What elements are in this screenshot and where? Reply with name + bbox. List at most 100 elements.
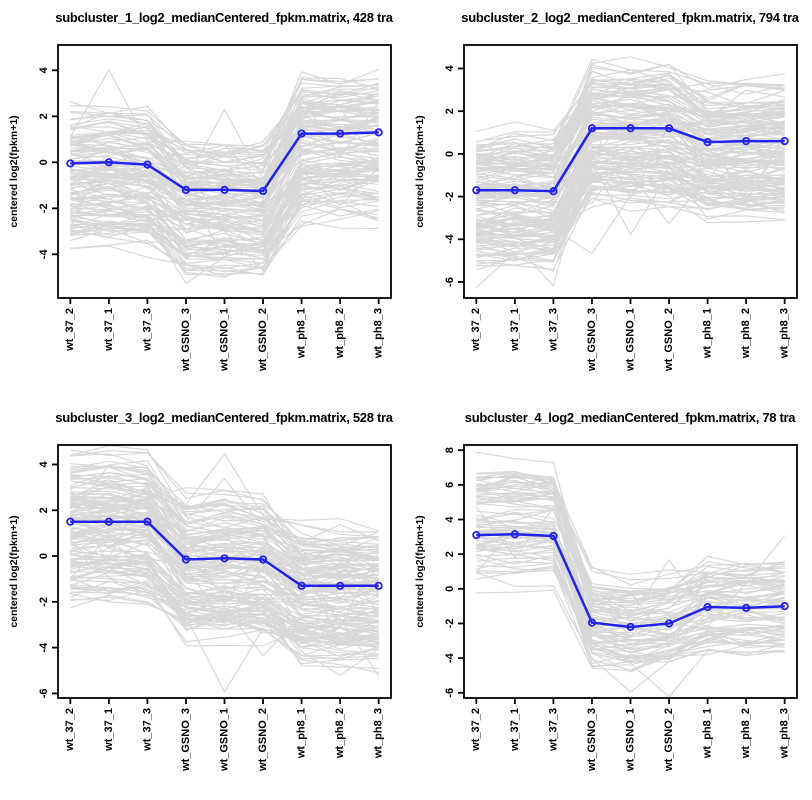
subcluster-2-title: subcluster_2_log2_medianCentered_fpkm.ma… (461, 10, 799, 25)
subcluster_1-y-axis-label: centered log2(fpkm+1) (8, 115, 20, 227)
subcluster-1-title-clip: subcluster_1_log2_medianCentered_fpkm.ma… (0, 10, 420, 32)
svg-text:wt_ph8_1: wt_ph8_1 (295, 308, 307, 359)
svg-text:2: 2 (38, 113, 50, 119)
svg-text:2: 2 (444, 551, 456, 557)
subcluster_3-y-axis: 4 2 0 -2 -4 -6 (38, 461, 58, 699)
svg-text:4: 4 (38, 461, 50, 468)
svg-text:wt_37_1: wt_37_1 (509, 308, 521, 352)
svg-text:wt_ph8_1: wt_ph8_1 (295, 708, 307, 759)
svg-text:wt_ph8_3: wt_ph8_3 (779, 708, 791, 759)
svg-text:wt_ph8_1: wt_ph8_1 (701, 308, 713, 359)
svg-text:wt_37_2: wt_37_2 (64, 708, 76, 752)
subcluster_3-x-axis-labels: wt_37_2 wt_37_1 wt_37_3 wt_GSNO_3 wt_GSNO_1 w… (64, 698, 385, 772)
subcluster_4-gray-profile-lines (475, 451, 786, 698)
svg-text:0: 0 (444, 586, 456, 592)
svg-text:wt_37_2: wt_37_2 (64, 308, 76, 352)
svg-text:4: 4 (444, 516, 456, 523)
svg-text:wt_ph8_1: wt_ph8_1 (701, 708, 713, 759)
subcluster_3-mean-markers (66, 517, 383, 590)
subcluster_4-mean-markers (472, 530, 789, 632)
svg-text:wt_37_3: wt_37_3 (547, 708, 559, 752)
svg-text:wt_GSNO_2: wt_GSNO_2 (257, 708, 269, 772)
subcluster_2-mean-line (476, 127, 785, 193)
subcluster_1-gray-profile-lines (69, 68, 380, 285)
subcluster_1-mean-markers (66, 128, 383, 196)
subcluster-1-title: subcluster_1_log2_medianCentered_fpkm.ma… (55, 10, 393, 25)
svg-text:wt_ph8_2: wt_ph8_2 (740, 308, 752, 359)
subcluster_2-x-axis-labels: wt_37_2 wt_37_1 wt_37_3 wt_GSNO_3 wt_GSNO_1 w… (470, 298, 791, 372)
svg-text:-2: -2 (38, 597, 50, 607)
subcluster_4-y-axis-label: centered log2(fpkm+1) (414, 515, 426, 627)
svg-text:2: 2 (444, 108, 456, 114)
svg-text:wt_ph8_2: wt_ph8_2 (334, 708, 346, 759)
svg-text:0: 0 (38, 159, 50, 165)
subcluster-4-title: subcluster_4_log2_medianCentered_fpkm.ma… (464, 410, 796, 425)
svg-text:wt_37_2: wt_37_2 (470, 308, 482, 352)
svg-text:-2: -2 (444, 192, 456, 202)
svg-text:4: 4 (38, 66, 50, 73)
subcluster_4-y-axis: 8 6 4 2 0 -2 -4 -6 (444, 447, 464, 698)
svg-text:-4: -4 (444, 234, 456, 245)
subcluster-3-title: subcluster_3_log2_medianCentered_fpkm.ma… (55, 410, 393, 425)
svg-text:6: 6 (444, 482, 456, 488)
subcluster_2-y-axis: 4 2 0 -2 -4 -6 (444, 65, 464, 287)
subcluster-3-title-clip: subcluster_3_log2_medianCentered_fpkm.ma… (0, 410, 420, 432)
subcluster_4-x-axis-labels: wt_37_2 wt_37_1 wt_37_3 wt_GSNO_3 wt_GSNO_1 w… (470, 698, 791, 772)
svg-text:wt_37_1: wt_37_1 (509, 708, 521, 752)
svg-text:wt_ph8_2: wt_ph8_2 (740, 708, 752, 759)
svg-text:wt_GSNO_2: wt_GSNO_2 (257, 308, 269, 372)
svg-text:wt_GSNO_2: wt_GSNO_2 (663, 308, 675, 372)
svg-text:wt_GSNO_3: wt_GSNO_3 (180, 308, 192, 372)
subcluster-3-panel: subcluster_3_log2_medianCentered_fpkm.ma… (0, 400, 406, 800)
subcluster_2-mean-markers (472, 124, 789, 196)
subcluster_3-gray-profile-lines (69, 445, 380, 694)
subcluster_1-x-axis-labels: wt_37_2 wt_37_1 wt_37_3 wt_GSNO_3 wt_GSNO_1 w… (64, 298, 385, 372)
svg-text:wt_GSNO_3: wt_GSNO_3 (586, 708, 598, 772)
subcluster-2-panel: subcluster_2_log2_medianCentered_fpkm.ma… (406, 0, 812, 400)
svg-text:wt_ph8_2: wt_ph8_2 (334, 308, 346, 359)
subcluster_3-mean-line (70, 520, 379, 588)
subcluster_1-mean-line (70, 131, 379, 193)
svg-text:-4: -4 (444, 652, 456, 663)
svg-text:wt_GSNO_3: wt_GSNO_3 (586, 308, 598, 372)
svg-text:-6: -6 (444, 277, 456, 287)
svg-text:wt_37_3: wt_37_3 (141, 708, 153, 752)
svg-text:wt_GSNO_2: wt_GSNO_2 (663, 708, 675, 772)
subcluster_2-gray-profile-lines (475, 56, 786, 288)
svg-text:wt_37_1: wt_37_1 (103, 308, 115, 352)
subcluster-2-title-clip: subcluster_2_log2_medianCentered_fpkm.ma… (406, 10, 812, 32)
svg-text:-4: -4 (38, 642, 50, 653)
svg-text:wt_ph8_3: wt_ph8_3 (779, 308, 791, 359)
svg-text:wt_GSNO_1: wt_GSNO_1 (218, 308, 230, 372)
svg-text:-2: -2 (444, 619, 456, 629)
svg-text:wt_37_2: wt_37_2 (470, 708, 482, 752)
svg-text:-4: -4 (38, 249, 50, 260)
svg-text:0: 0 (444, 151, 456, 157)
svg-text:wt_GSNO_1: wt_GSNO_1 (624, 708, 636, 772)
subcluster_4-mean-line (476, 532, 785, 629)
svg-text:wt_GSNO_1: wt_GSNO_1 (624, 308, 636, 372)
svg-text:-6: -6 (444, 688, 456, 698)
svg-text:wt_37_3: wt_37_3 (141, 308, 153, 352)
subcluster-4-panel: subcluster_4_log2_medianCentered_fpkm.ma… (406, 400, 812, 800)
subcluster-4-title-clip: subcluster_4_log2_medianCentered_fpkm.ma… (406, 410, 812, 432)
svg-text:0: 0 (38, 553, 50, 559)
svg-text:wt_ph8_3: wt_ph8_3 (373, 708, 385, 759)
subcluster_1-y-axis: 4 2 0 -2 -4 (38, 66, 58, 259)
svg-text:8: 8 (444, 447, 456, 453)
subcluster-1-panel: subcluster_1_log2_medianCentered_fpkm.ma… (0, 0, 406, 400)
subcluster_3-y-axis-label: centered log2(fpkm+1) (8, 515, 20, 627)
svg-text:wt_GSNO_3: wt_GSNO_3 (180, 708, 192, 772)
svg-text:2: 2 (38, 507, 50, 513)
svg-text:-6: -6 (38, 689, 50, 699)
svg-text:wt_ph8_3: wt_ph8_3 (373, 308, 385, 359)
svg-text:-2: -2 (38, 203, 50, 213)
svg-text:wt_GSNO_1: wt_GSNO_1 (218, 708, 230, 772)
subcluster_2-y-axis-label: centered log2(fpkm+1) (414, 115, 426, 227)
svg-text:wt_37_1: wt_37_1 (103, 708, 115, 752)
